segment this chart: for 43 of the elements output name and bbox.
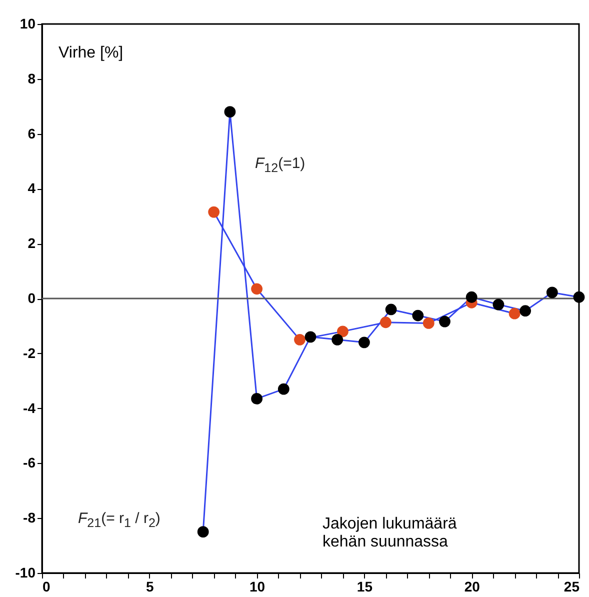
y-tick-label: 2 [28,235,36,252]
x-tick-label: 15 [356,578,373,594]
point [304,331,316,343]
y-tick-label: -8 [23,510,36,526]
point [380,316,392,328]
x-axis-title: Jakojen lukumäärä kehän suunnassa [322,516,457,550]
annotation: F$_{21}$(= r$_{1}$ / r$_{2}$) [78,510,160,530]
y-tick-label: -6 [23,454,36,471]
point [208,206,220,218]
y-tick-label: 6 [28,125,36,142]
point [508,308,520,320]
x-tick-label: 20 [464,578,480,594]
point [573,291,585,303]
y-tick-label: 4 [28,180,36,196]
point [439,316,450,328]
point [197,526,209,538]
y-tick-label: -2 [23,344,36,361]
point [385,304,397,316]
y-tick-label: 10 [20,16,36,32]
point [492,298,504,310]
point [466,291,478,303]
point [358,336,370,348]
x-tick-label: 5 [146,578,154,594]
point [422,318,434,329]
point [251,283,262,295]
point [294,334,306,346]
point [224,106,236,118]
y-tick-label: -10 [15,564,36,580]
y-tick-label: -4 [23,400,36,416]
annotation: F$_{12}$(=1) [255,155,306,175]
point [278,383,290,395]
x-tick-label: 10 [250,578,266,594]
point [251,393,262,404]
point [337,326,348,338]
point [546,286,558,298]
x-tick-label: 0 [42,578,50,594]
y-axis-title: Virhe [%] [58,44,124,62]
y-tick-label: 8 [28,70,36,86]
y-tick-label: 0 [28,290,36,306]
x-tick-label: 25 [564,578,580,594]
point [412,310,424,322]
point [520,305,531,317]
point [332,334,344,346]
